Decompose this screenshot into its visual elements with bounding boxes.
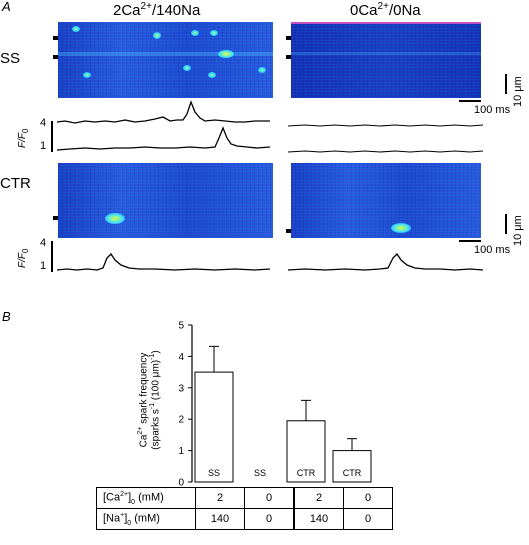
ff0-tick-low: 1 (40, 260, 47, 272)
calcium-spark (72, 26, 80, 32)
table-cell: 2 (195, 487, 245, 509)
ff0-axis-label: F/F0 (17, 248, 30, 268)
ff0-tick-low: 1 (40, 140, 47, 152)
bar (286, 420, 326, 483)
linescan-image-ss-normal (58, 22, 273, 98)
column-title-2ca-140na: 2Ca2+/140Na (113, 1, 201, 19)
calcium-spark (105, 213, 125, 224)
y-tick-label: 0 (178, 478, 184, 489)
bar-label: CTR (297, 468, 316, 478)
bar-label: SS (208, 468, 220, 478)
table-cell: 0 (244, 487, 295, 509)
ff0-tick-high: 4 (40, 237, 47, 249)
line-marker (53, 216, 58, 220)
calcium-spark (191, 30, 199, 36)
table-cell: 140 (293, 508, 344, 530)
ff0-axis-label: F/F0 (17, 128, 30, 148)
ff0-tick-high: 4 (40, 117, 47, 129)
calcium-spark (153, 32, 161, 39)
calcium-spark (83, 72, 91, 78)
ff0-scale-bar (51, 121, 53, 152)
calcium-spark (218, 50, 234, 58)
linescan-image-ss-zero (291, 22, 481, 98)
time-scale-bar (459, 100, 481, 102)
ca-concentration-label: [Ca2+]0 (mM) (96, 487, 196, 509)
line-marker (53, 36, 58, 40)
calcium-spark (183, 65, 191, 71)
calcium-spark (208, 72, 216, 78)
y-tick-label: 3 (178, 383, 184, 394)
spark-frequency-bar-chart: 0 1 2 3 4 5 SS SS CTR CTR (178, 321, 372, 489)
bar (194, 371, 234, 483)
trace-ss-normal-line2 (56, 126, 271, 151)
fluorescence-traces-ss (56, 100, 484, 153)
calcium-spark (258, 67, 266, 73)
spatial-scale-label: 10 μm (512, 215, 524, 246)
column-title-0ca-0na: 0Ca2+/0Na (350, 1, 421, 19)
bar (332, 450, 372, 483)
calcium-spark (210, 30, 218, 36)
line-marker (286, 229, 291, 233)
calcium-spark (391, 223, 411, 233)
y-tick-label: 5 (178, 321, 184, 332)
trace-ctr-zero (287, 252, 484, 271)
time-scale-label: 100 ms (474, 104, 511, 116)
row-label-ss: SS (0, 50, 21, 67)
panel-a-letter: A (2, 0, 11, 14)
na-concentration-label: [Na+]0 (mM) (96, 508, 196, 530)
y-tick-label: 4 (178, 352, 184, 363)
time-scale-bar (459, 240, 481, 242)
linescan-image-ctr-zero (291, 163, 481, 238)
line-marker (286, 36, 291, 40)
linescan-image-ctr-normal (58, 163, 273, 238)
table-row: [Ca2+]0 (mM) 2 0 2 0 (96, 487, 393, 509)
table-cell: 0 (343, 487, 393, 509)
y-axis-label: Ca2+ spark frequency (sparks s-1 (100 μm… (137, 350, 162, 450)
table-cell: 0 (343, 508, 393, 530)
bar-label: SS (254, 468, 266, 478)
row-label-ctr: CTR (0, 175, 31, 192)
panel-b-letter: B (2, 309, 11, 324)
conditions-table: [Ca2+]0 (mM) 2 0 2 0 [Na+]0 (mM) 140 0 1… (96, 487, 393, 530)
trace-ss-normal-line1 (56, 100, 270, 124)
fluorescence-traces-ctr (56, 252, 484, 271)
time-scale-label: 100 ms (474, 244, 511, 256)
spatial-scale-bar (505, 214, 507, 234)
table-cell: 2 (293, 487, 344, 509)
trace-ss-zero-line2 (287, 150, 484, 153)
trace-ctr-normal (56, 252, 271, 271)
table-cell: 140 (195, 508, 245, 530)
ff0-scale-bar (51, 241, 53, 272)
line-marker (286, 55, 291, 59)
bar-label: CTR (343, 468, 362, 478)
spatial-scale-label: 10 μm (512, 76, 524, 107)
spatial-scale-bar (505, 74, 507, 94)
line-marker (53, 55, 58, 59)
y-tick-label: 1 (178, 446, 184, 457)
table-cell: 0 (244, 508, 295, 530)
trace-ss-zero-line1 (287, 124, 484, 127)
y-tick-label: 2 (178, 415, 184, 426)
table-row: [Na+]0 (mM) 140 0 140 0 (96, 508, 393, 530)
